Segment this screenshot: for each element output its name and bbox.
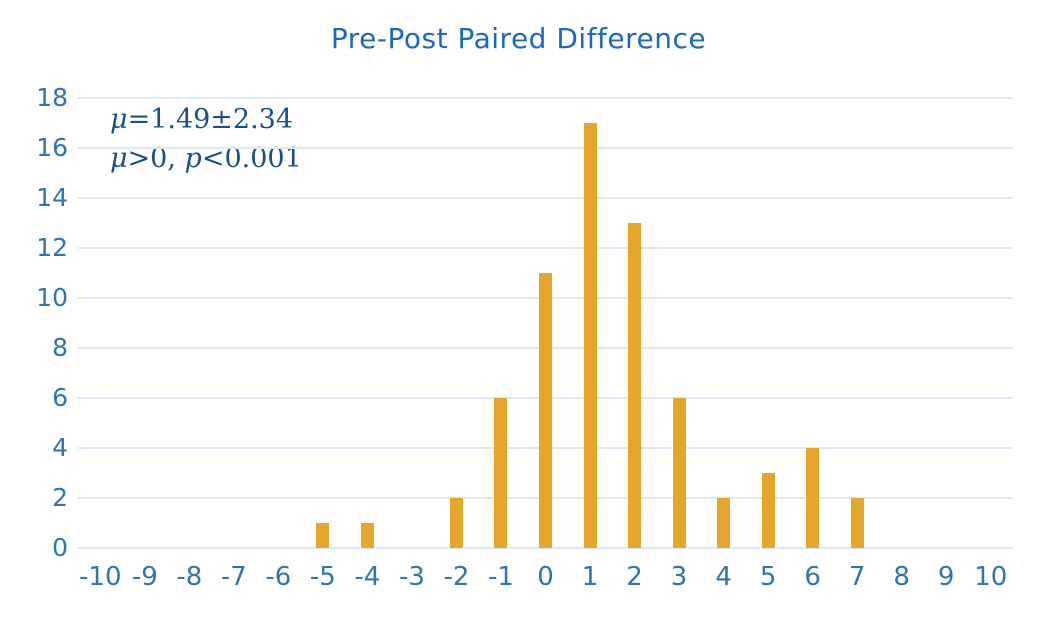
y-axis-label: 14 — [36, 183, 68, 212]
y-axis-label: 18 — [36, 83, 68, 112]
x-axis-label: -2 — [443, 562, 470, 592]
y-axis-label: 8 — [52, 333, 68, 362]
y-axis-label: 12 — [36, 233, 68, 262]
gridline — [78, 547, 1013, 549]
y-axis-label: 0 — [52, 533, 68, 562]
gridline — [78, 247, 1013, 249]
x-axis-label: 8 — [893, 562, 910, 592]
bar — [761, 473, 775, 548]
y-axis-label: 6 — [52, 383, 68, 412]
bar — [628, 223, 642, 548]
annotation-line-mean: μ=1.49±2.34 — [110, 100, 302, 139]
y-axis-label: 16 — [36, 133, 68, 162]
x-axis-label: -9 — [131, 562, 158, 592]
p-symbol: p — [184, 143, 202, 174]
y-axis-label: 10 — [36, 283, 68, 312]
bar — [449, 498, 463, 548]
x-axis-label: 0 — [537, 562, 554, 592]
x-axis-label: -5 — [309, 562, 336, 592]
y-axis-label: 2 — [52, 483, 68, 512]
bar — [717, 498, 731, 548]
bar — [806, 448, 820, 548]
bar — [583, 123, 597, 548]
bar — [316, 523, 330, 548]
x-axis-label: -7 — [220, 562, 247, 592]
x-axis-label: 5 — [759, 562, 777, 592]
x-axis-label: 9 — [937, 562, 955, 592]
x-axis-label: -6 — [265, 562, 292, 592]
mean-value-text: =1.49±2.34 — [127, 104, 294, 135]
y-axis-label: 4 — [52, 433, 68, 462]
x-axis-label: 10 — [974, 562, 1008, 592]
x-axis-label: -8 — [176, 562, 203, 592]
gridline — [78, 97, 1013, 99]
x-axis-label: -3 — [398, 562, 425, 592]
bar — [850, 498, 864, 548]
x-axis-label: -4 — [354, 562, 381, 592]
bar — [539, 273, 552, 548]
x-axis-label: -10 — [79, 562, 122, 592]
x-axis-label: 4 — [715, 562, 732, 592]
plot-area — [78, 97, 1013, 549]
mu-symbol: μ — [110, 143, 128, 174]
bar — [360, 523, 374, 548]
x-axis-label: 2 — [626, 562, 643, 592]
gridline — [78, 197, 1013, 199]
mu-symbol: μ — [110, 104, 128, 135]
chart-title: Pre-Post Paired Difference — [330, 22, 707, 55]
x-axis-label: 1 — [581, 562, 599, 592]
x-axis-label: 3 — [670, 562, 688, 592]
x-axis-label: 7 — [848, 562, 866, 592]
x-axis-label: -1 — [488, 562, 514, 592]
x-axis-label: 6 — [804, 562, 821, 592]
gridline — [78, 147, 1013, 149]
bar — [494, 398, 508, 548]
bar — [672, 398, 686, 548]
